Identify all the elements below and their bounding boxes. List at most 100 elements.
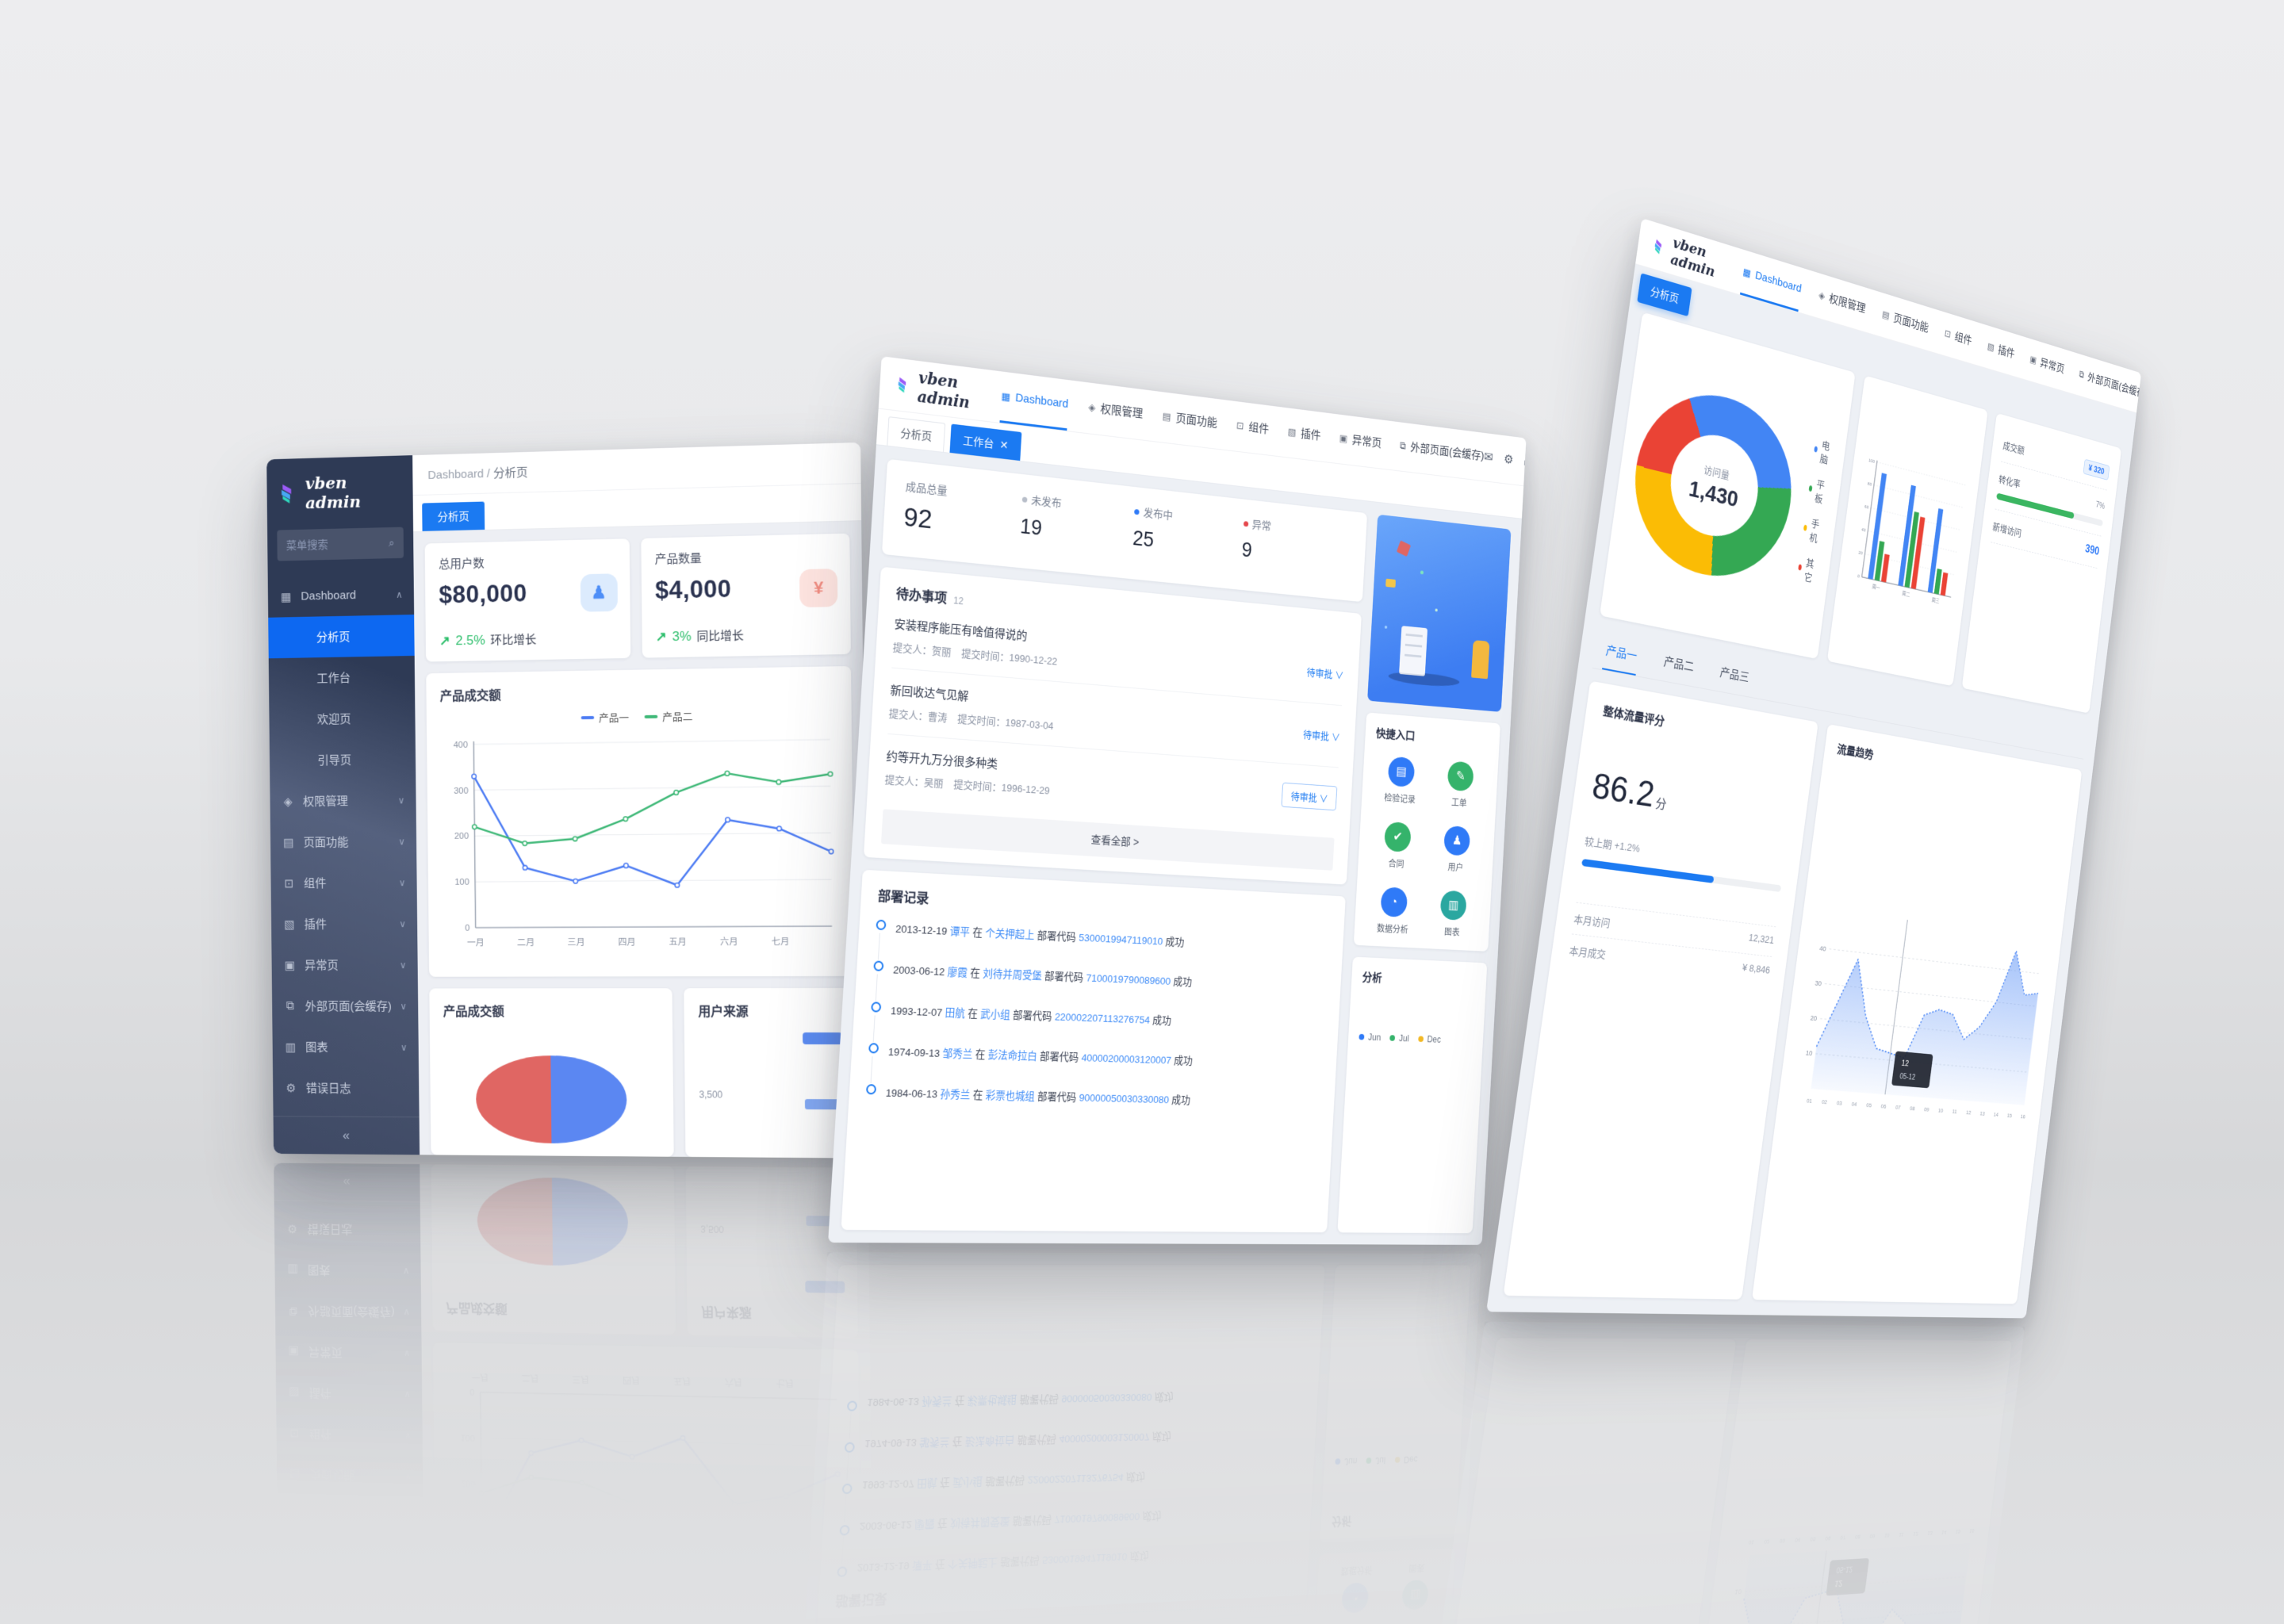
sidebar-item-插件[interactable]: ▧ 插件 ∨ [271,903,418,945]
quick-entry-grid: ▤ 检验记录 ✎ 工单 ✔ 合同 ♟ 用户 ◔ 数据分析 ▥ 图表 [1365,755,1488,939]
bar-fragment [805,1099,840,1109]
trend-label: 环比增长 [490,631,536,649]
stat-value: 9 [1241,538,1348,573]
svg-text:100: 100 [1868,458,1875,465]
svg-text:14: 14 [1993,1111,1998,1118]
stat-label: 成品总量 [905,478,1022,507]
approve-action[interactable]: 待审批 ∨ [1282,783,1337,811]
stat-value: 19 [1020,515,1134,550]
nav-item-Dashboard[interactable]: ▦ Dashboard [1000,372,1070,431]
sidebar-item-label: 引导页 [317,752,351,768]
users-icon: ♟ [580,573,617,611]
sidebar-item-外部页面(会缓存)[interactable]: ⧉ 外部页面(会缓存) ∨ [272,986,419,1027]
product-sales-pie-chart[interactable] [476,1055,627,1143]
nav-item-外部页面(会缓存)[interactable]: ⧉ 外部页面(会缓存) [1398,423,1485,481]
nav-label: Dashboard [1015,391,1069,411]
breadcrumb-current: 分析页 [493,466,528,481]
chevron-down-icon: ∨ [398,795,405,806]
quick-entry-label: 检验记录 [1384,791,1416,806]
nav-label: 外部页面(会缓存) [1410,439,1485,464]
sidebar-collapse-button[interactable]: « [274,1116,420,1155]
sidebar-item-错误日志[interactable]: ⚙ 错误日志 [273,1067,420,1109]
nav-label: 插件 [1997,342,2015,361]
grouped-bar-chart[interactable]: 0 20 40 60 80 100 周一周二周三 [1840,391,1976,671]
quick-entry-图表[interactable]: ▥ 图表 [1439,891,1467,939]
perm-icon: ◈ [282,795,295,809]
svg-text:七月: 七月 [772,936,790,947]
nav-label: 权限管理 [1100,400,1144,422]
timeline-dot-icon [871,1002,881,1012]
summary-label: 成交额 [2002,438,2025,457]
sidebar-item-引导页[interactable]: 引导页 [270,738,416,781]
nav-item-页面功能[interactable]: ▤ 页面功能 [1161,392,1219,448]
svg-text:06: 06 [1880,1103,1887,1110]
chevron-down-icon: ∨ [400,959,407,971]
sidebar-item-异常页[interactable]: ▣ 异常页 ∨ [271,944,418,986]
legend-item[interactable]: 其它 [1796,553,1817,584]
page-icon: ▤ [1162,410,1171,423]
stat-trend: ↗ 3% 同比增长 [656,625,837,645]
legend-pill [803,1032,842,1044]
legend-item[interactable]: 电脑 [1812,435,1833,467]
sidebar-item-欢迎页[interactable]: 欢迎页 [269,697,415,741]
svg-text:12: 12 [1966,1109,1972,1116]
svg-text:周二: 周二 [1902,591,1910,599]
quick-entry-用户[interactable]: ♟ 用户 [1443,825,1471,875]
stat-label: 异常 [1243,515,1349,542]
svg-text:周一: 周一 [1872,584,1880,592]
sidebar-item-组件[interactable]: ⊡ 组件 ∨ [270,862,417,904]
vben-logo-icon [278,481,299,505]
approve-action[interactable]: 待审批 ∨ [1303,726,1341,743]
menu-search-input[interactable]: 菜单搜索 ⌕ [277,527,404,561]
score-metrics: 本月访问 12,321 本月成交 ¥ 8,846 [1567,902,1776,986]
nav-label: 组件 [1954,328,1973,348]
tab-产品三[interactable]: 产品三 [1716,653,1753,696]
legend-item[interactable]: Jun [1359,1032,1381,1043]
quick-entry-工单[interactable]: ✎ 工单 [1446,760,1473,810]
github-icon[interactable]: ⓖ [1523,453,1526,472]
legend-item[interactable]: Jul [1389,1032,1409,1044]
sidebar-item-页面功能[interactable]: ▤ 页面功能 ∨ [270,821,417,863]
settings-icon[interactable]: ⚙ [1504,452,1514,468]
sidebar-item-图表[interactable]: ▥ 图表 ∨ [272,1026,419,1067]
quick-entry-数据分析[interactable]: ◔ 数据分析 [1377,887,1411,936]
record-icon: ▤ [1388,756,1416,787]
legend-label: 手机 [1809,515,1822,546]
nav-item-组件[interactable]: ⊡ 组件 [1941,313,1974,363]
tab-analysis[interactable]: 分析页 [422,502,485,531]
nav-item-异常页[interactable]: ▣ 异常页 [1338,415,1383,469]
mail-icon[interactable]: ✉ [1484,450,1493,465]
quick-entry-合同[interactable]: ✔ 合同 [1383,822,1412,871]
legend-item[interactable]: 手机 [1802,514,1822,546]
sidebar-item-分析页[interactable]: 分析页 [268,615,414,658]
svg-text:01: 01 [1806,1097,1812,1105]
deploy-timeline: 2013-12-19 谭平 在 个关押起上 部署代码 5300019947119… [864,917,1329,1132]
svg-text:05-12: 05-12 [1899,1072,1916,1082]
stat-card: 产品数量 $4,000 ↗ 3% 同比增长 ¥ [641,534,851,658]
nav-item-组件[interactable]: ⊡ 组件 [1235,401,1270,454]
sidebar-item-工作台[interactable]: 工作台 [269,656,415,699]
nav-item-插件[interactable]: ▧ 插件 [1286,408,1322,462]
legend-label: 产品一 [599,709,629,724]
legend-item[interactable]: 产品二 [645,708,693,724]
svg-text:五月: 五月 [669,937,686,947]
nav-item-插件[interactable]: ▧ 插件 [1985,326,2018,375]
quick-entry-检验记录[interactable]: ▤ 检验记录 [1384,756,1418,806]
sidebar-item-Dashboard[interactable]: ▦ Dashboard ∧ [268,573,414,618]
legend-item[interactable]: 平板 [1807,474,1828,506]
legend-item[interactable]: Dec [1418,1034,1441,1045]
svg-text:05: 05 [1866,1101,1872,1109]
sidebar-item-权限管理[interactable]: ◈ 权限管理 ∨ [270,779,416,822]
close-icon[interactable]: ✕ [999,438,1009,452]
legend-swatch [581,715,595,718]
nav-item-权限管理[interactable]: ◈ 权限管理 [1086,383,1144,440]
tab-产品二[interactable]: 产品二 [1660,643,1698,687]
visits-donut-chart[interactable]: 访问量 1,430 [1623,377,1802,591]
approve-action[interactable]: 待审批 ∨ [1306,665,1344,682]
tab-产品一[interactable]: 产品一 [1602,631,1641,676]
breadcrumb-root[interactable]: Dashboard [427,467,484,482]
product-sales-line-chart[interactable]: 0 100 200 300 400 一月 二月 三月 四月 五月 六月 七月 [440,722,840,960]
legend-item[interactable]: 产品一 [581,709,630,725]
metric-value: ¥ 8,846 [1742,962,1771,979]
traffic-trend-area-chart[interactable]: 10 20 30 40 01 02 03 04 05 06 07 08 09 10 11 12 13 14 15 16… [1770,756,2067,1263]
